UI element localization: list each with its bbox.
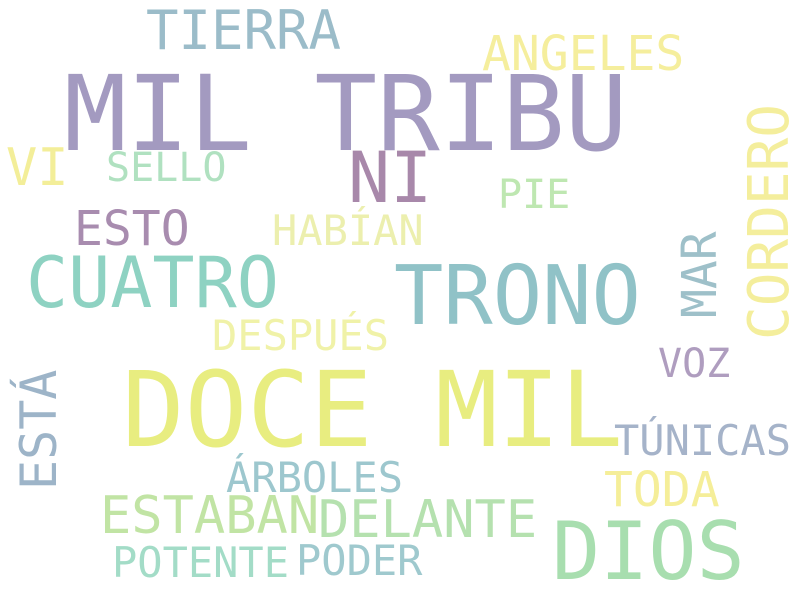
word-potente: POTENTE [112,538,290,587]
word-habian: HABÍAN [272,206,424,255]
word-tunicas: TÚNICAS [614,416,792,465]
word-delante: DELANTE [318,490,538,550]
word-cuatro: CUATRO [26,242,279,324]
word-trono: TRONO [394,249,641,344]
word-toda: TODA [604,462,720,518]
word-vi: VI [6,138,69,198]
word-cordero: CORDERO [737,103,800,340]
word-mar: MAR [672,231,728,318]
word-despues: DESPUÉS [212,311,390,360]
word-arboles: ÁRBOLES [226,453,404,502]
word-dios: DIOS [552,505,745,598]
word-tierra: TIERRA [146,0,342,62]
word-doce-mil: DOCE MIL [122,349,623,471]
word-esta: ESTÁ [10,369,68,490]
word-poder: PODER [296,536,423,585]
word-ni: NI [348,137,433,219]
word-esto: ESTO [74,201,190,257]
word-mil-tribu: MIL TRIBU [64,53,628,175]
word-pie: PIE [498,172,571,218]
word-angeles: ANGELES [482,26,685,82]
word-estaban: ESTABAN [100,486,320,546]
word-sello: SELLO [106,145,227,191]
word-voz: VOZ [658,341,731,387]
